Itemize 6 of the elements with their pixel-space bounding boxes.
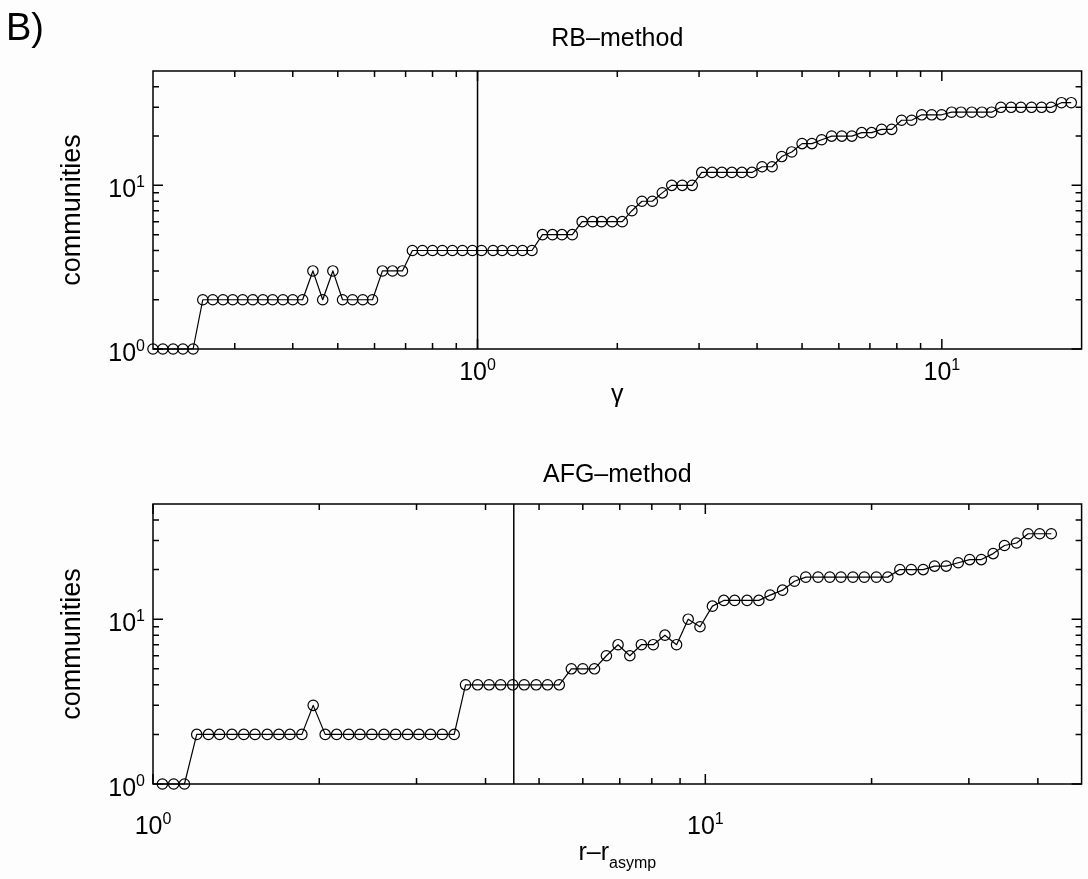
chart-title: RB–method — [551, 23, 684, 51]
x-axis-title: γ — [611, 379, 625, 407]
y-axis-title: communities — [56, 568, 86, 720]
text: B) — [6, 6, 44, 48]
y-axis-title: communities — [56, 134, 86, 286]
chart-title: AFG–method — [542, 459, 692, 487]
